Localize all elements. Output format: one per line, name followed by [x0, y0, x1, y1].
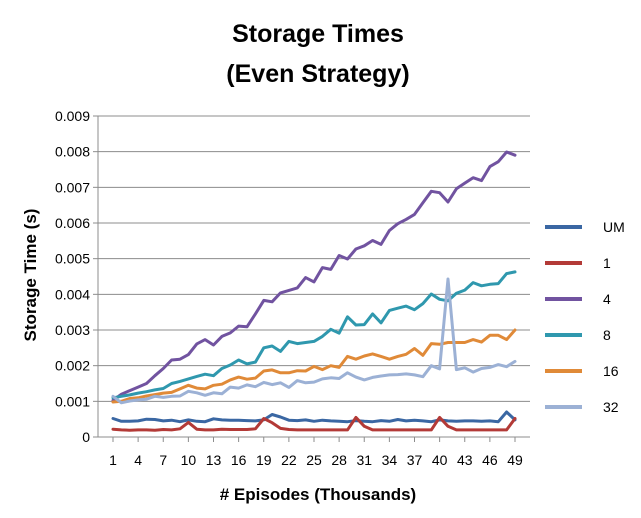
x-tick-label: 46 — [482, 452, 498, 468]
legend: UM 1 4 8 16 32 — [545, 219, 625, 415]
x-tick-label: 13 — [206, 452, 222, 468]
x-tick-label: 22 — [281, 452, 297, 468]
series-line-UM — [111, 410, 517, 424]
x-tick-labels: 1 4 7 10 13 16 19 22 25 28 31 34 37 40 43 46 49 — [109, 452, 523, 468]
x-tick-label: 7 — [159, 452, 167, 468]
series-line-32 — [111, 277, 517, 405]
x-tick-label: 1 — [109, 452, 117, 468]
y-tick-label: 0.007 — [55, 179, 90, 195]
y-tick-label: 0.006 — [55, 215, 90, 231]
x-tick-label: 49 — [507, 452, 523, 468]
x-tick-label: 28 — [331, 452, 347, 468]
legend-label-16: 16 — [603, 363, 619, 379]
y-tick-label: 0.003 — [55, 322, 90, 338]
chart-title-line-1: Storage Times — [232, 20, 404, 48]
y-axis-title: Storage Time (s) — [21, 209, 40, 342]
gridlines — [98, 115, 530, 402]
legend-label-1: 1 — [603, 255, 611, 271]
y-tick-label: 0.009 — [55, 108, 90, 124]
x-tick-label: 16 — [231, 452, 247, 468]
y-tick-label: 0 — [82, 429, 90, 445]
legend-label-4: 4 — [603, 291, 611, 307]
x-tick-label: 25 — [306, 452, 322, 468]
legend-label-32: 32 — [603, 399, 619, 415]
x-axis-title: # Episodes (Thousands) — [220, 485, 416, 504]
y-tick-labels: 0 0.001 0.002 0.003 0.004 0.005 0.006 0.007 0.00… — [55, 108, 90, 445]
legend-label-8: 8 — [603, 327, 611, 343]
x-tick-label: 19 — [256, 452, 272, 468]
x-tick-label: 34 — [382, 452, 398, 468]
y-tick-label: 0.004 — [55, 286, 90, 302]
x-tick-label: 10 — [181, 452, 197, 468]
y-tick-label: 0.001 — [55, 393, 90, 409]
series-line-16 — [111, 328, 517, 404]
x-tick-label: 31 — [356, 452, 372, 468]
legend-label-UM: UM — [603, 219, 625, 235]
y-tick-label: 0.008 — [55, 144, 90, 160]
series-line-1 — [111, 415, 517, 432]
x-tick-label: 40 — [432, 452, 448, 468]
y-tick-label: 0.002 — [55, 358, 90, 374]
series-lines — [111, 150, 517, 432]
series-line-8 — [111, 270, 517, 400]
x-tick-label: 43 — [457, 452, 473, 468]
y-tick-label: 0.005 — [55, 251, 90, 267]
series-line-4 — [111, 150, 517, 402]
x-tick-label: 4 — [134, 452, 142, 468]
chart-title-line-2: (Even Strategy) — [226, 60, 409, 88]
x-tick-label: 37 — [407, 452, 423, 468]
axes — [93, 115, 530, 442]
